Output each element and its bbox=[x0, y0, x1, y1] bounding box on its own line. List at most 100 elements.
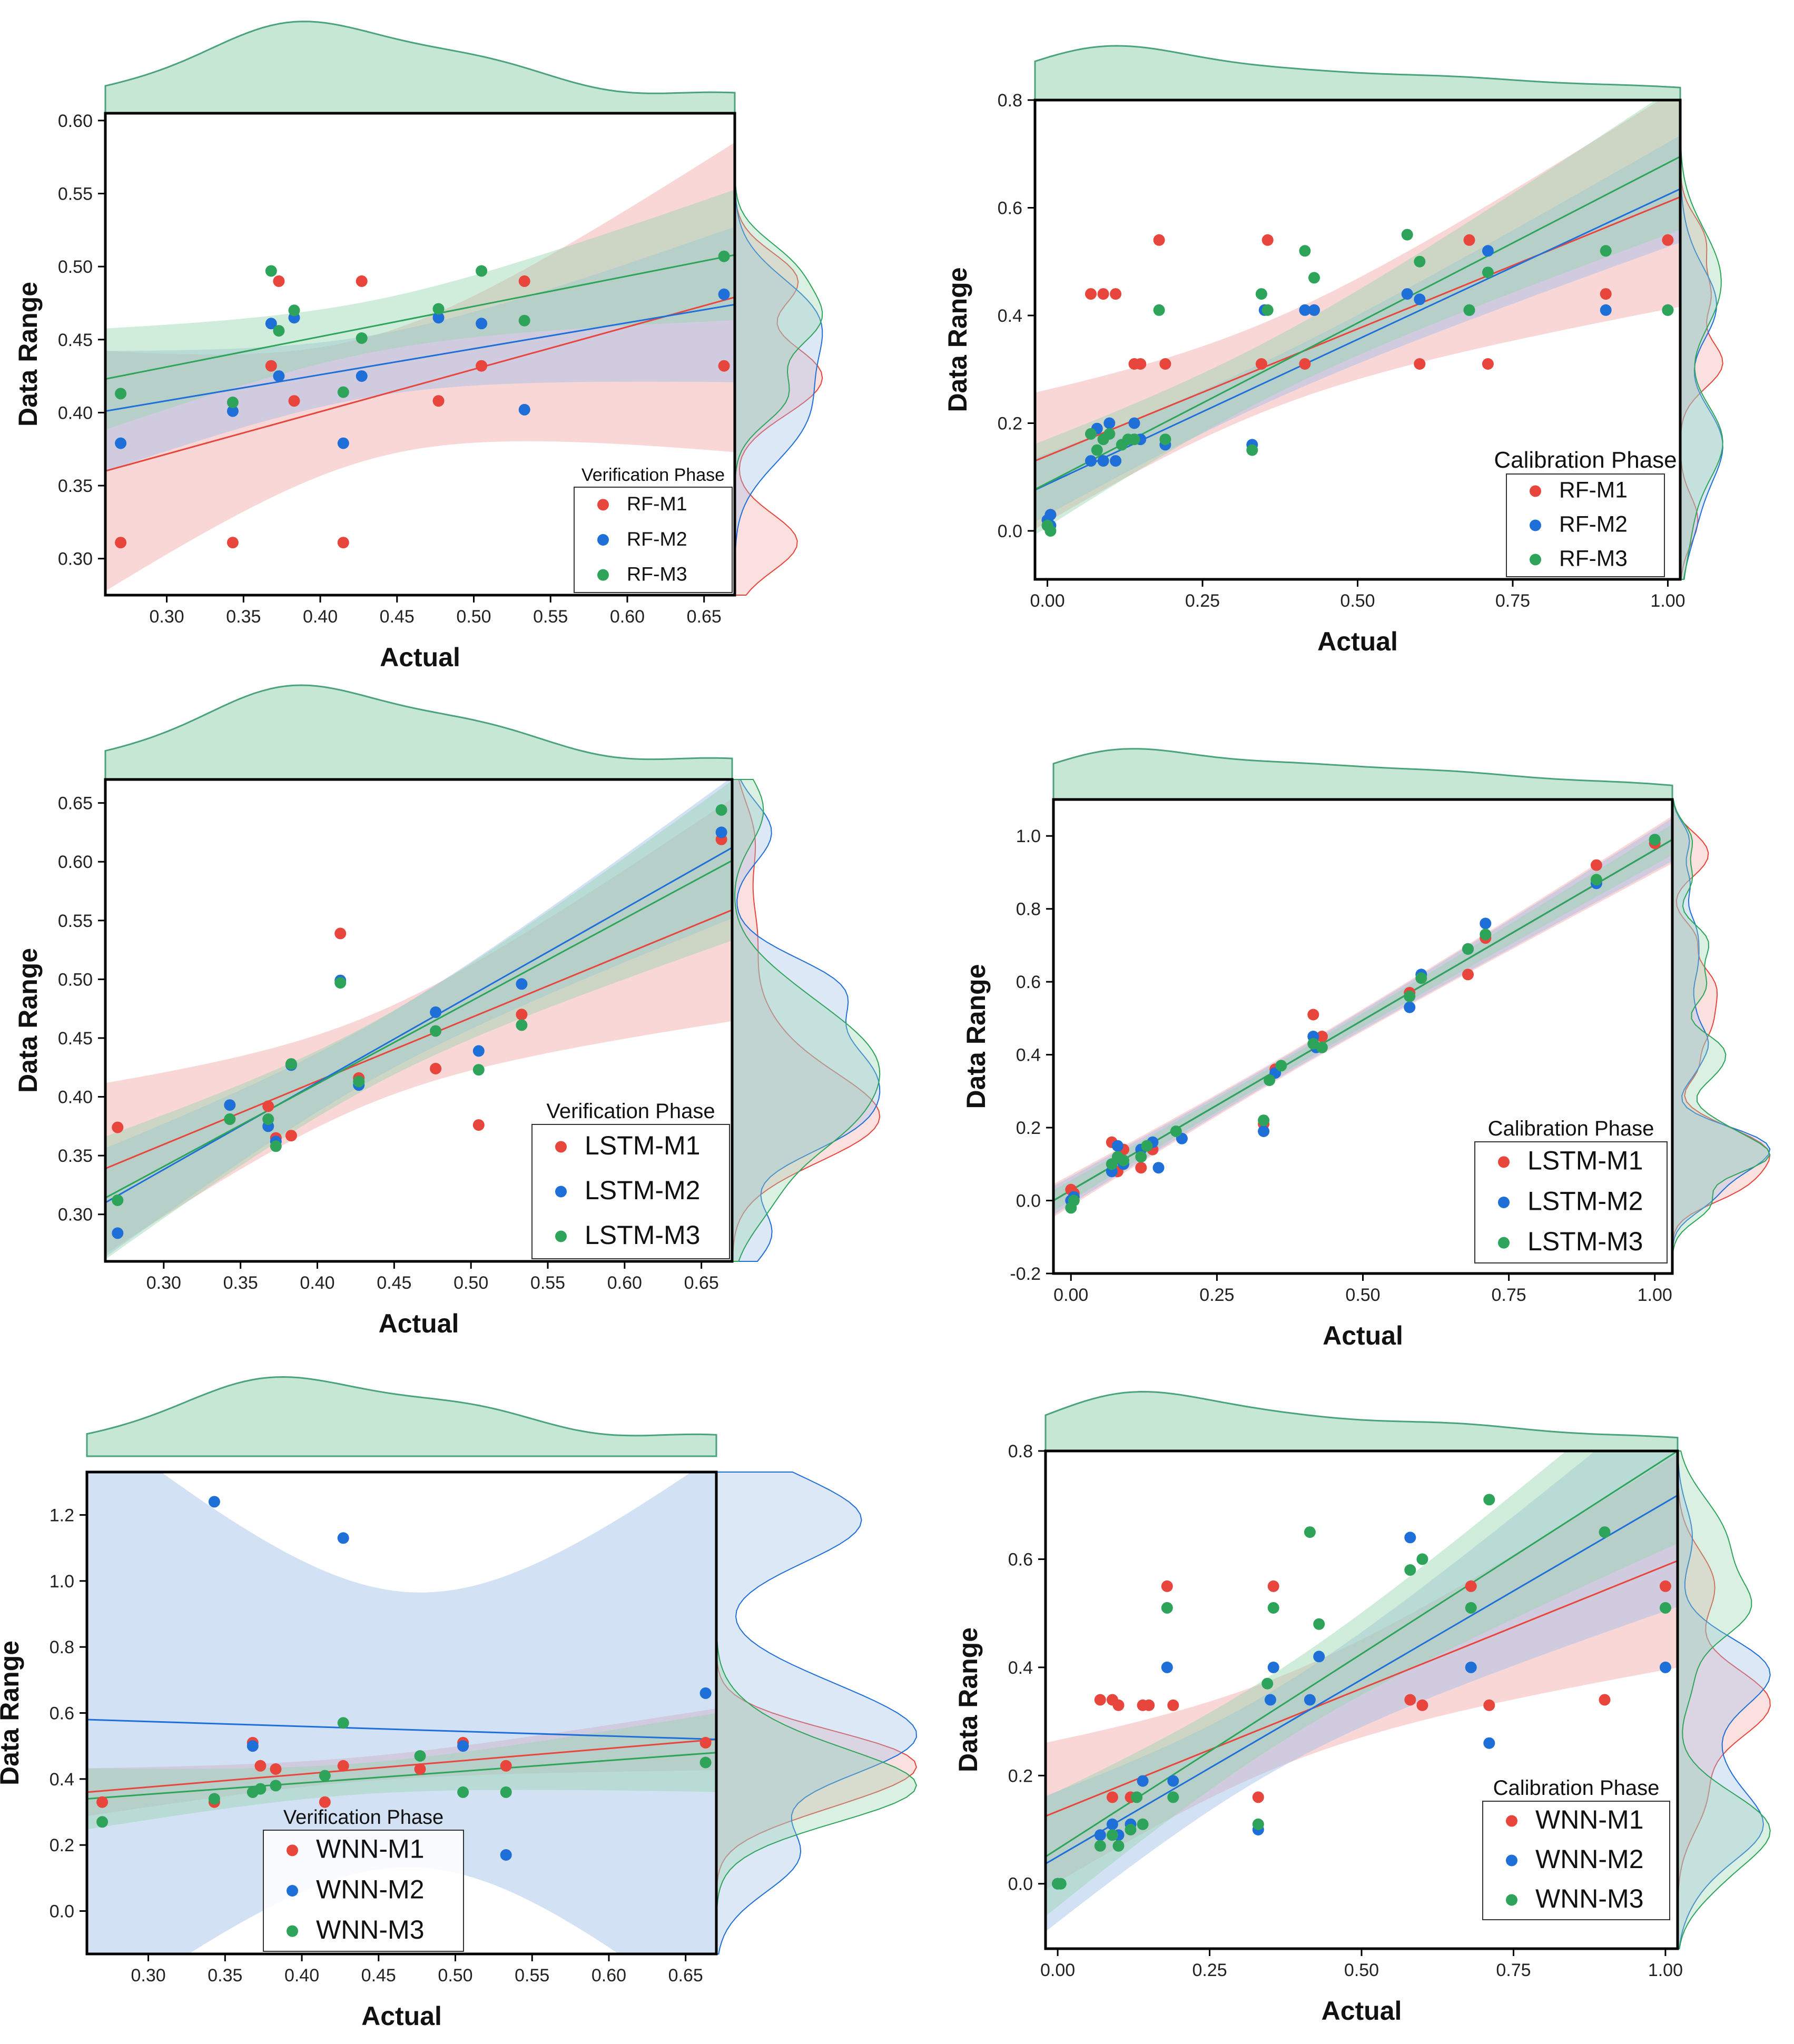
data-point-LSTM-M3 bbox=[1649, 834, 1661, 846]
x-axis-label: Actual bbox=[379, 1309, 459, 1338]
x-tick-label: 0.65 bbox=[684, 1273, 719, 1293]
y-tick-label: 0.0 bbox=[1008, 1874, 1033, 1894]
data-point-RF-M3 bbox=[1103, 428, 1116, 440]
data-point-LSTM-M3 bbox=[224, 1113, 236, 1125]
data-point-LSTM-M2 bbox=[1258, 1125, 1270, 1137]
legend-marker-WNN-M1 bbox=[1506, 1815, 1517, 1827]
x-tick-label: 0.35 bbox=[208, 1966, 242, 1986]
x-tick-label: 0.50 bbox=[1345, 1285, 1380, 1305]
fit-line-WNN-M3 bbox=[87, 1752, 716, 1800]
y-tick-label: 0.35 bbox=[58, 476, 93, 496]
plot-frame bbox=[104, 778, 734, 1263]
x-tick-label: 1.00 bbox=[1650, 591, 1685, 611]
data-point-WNN-M3 bbox=[254, 1783, 267, 1795]
legend-marker-LSTM-M3 bbox=[1498, 1237, 1510, 1249]
y-tick-label: 1.0 bbox=[50, 1572, 74, 1592]
data-point-RF-M1 bbox=[226, 537, 239, 549]
data-point-WNN-M2 bbox=[208, 1496, 220, 1508]
data-point-RF-M1 bbox=[1414, 358, 1426, 370]
data-point-LSTM-M3 bbox=[1316, 1041, 1328, 1053]
y-tick-label: 0.6 bbox=[1016, 972, 1041, 992]
fit-line-LSTM-M1 bbox=[105, 909, 732, 1170]
x-tick-label: 0.30 bbox=[146, 1273, 181, 1293]
y-tick-label: 0.55 bbox=[58, 911, 93, 931]
data-point-RF-M3 bbox=[1463, 304, 1475, 316]
data-point-WNN-M2 bbox=[1264, 1694, 1276, 1706]
data-point-LSTM-M3 bbox=[1068, 1194, 1080, 1207]
panel-2: 0.00 0.25 0.50 0.75 1.00 0.0 0.2 0.4 0.6 0.8 Actua… bbox=[943, 45, 1723, 656]
data-point-WNN-M2 bbox=[1267, 1661, 1279, 1673]
fit-line-LSTM-M3 bbox=[105, 860, 732, 1199]
data-point-WNN-M1 bbox=[1167, 1699, 1179, 1711]
data-point-RF-M3 bbox=[265, 265, 277, 277]
y-tick-label: 0.60 bbox=[58, 111, 93, 131]
y-tick-label: 0.4 bbox=[998, 306, 1022, 326]
y-tick-label: 0.35 bbox=[58, 1146, 93, 1166]
y-tick-label: 1.2 bbox=[50, 1505, 74, 1525]
y-tick-label: 0.2 bbox=[1008, 1766, 1033, 1786]
fit-line-RF-M1 bbox=[105, 296, 735, 472]
x-tick-label: 0.35 bbox=[226, 607, 261, 627]
data-point-WNN-M1 bbox=[96, 1796, 109, 1808]
data-point-LSTM-M2 bbox=[1152, 1162, 1165, 1174]
confidence-band-RF-M1 bbox=[105, 142, 735, 591]
y-axis-label: Data Range bbox=[953, 1627, 983, 1772]
data-point-RF-M1 bbox=[1153, 234, 1165, 246]
plot-inner bbox=[87, 1472, 716, 1954]
x-tick-label: 0.40 bbox=[284, 1966, 319, 1986]
right-marginal-density-WNN-M2 bbox=[1677, 1450, 1771, 1949]
data-point-RF-M3 bbox=[476, 265, 488, 277]
data-point-RF-M1 bbox=[518, 275, 530, 287]
fit-line-WNN-M3 bbox=[1046, 1451, 1678, 1858]
data-point-WNN-M3 bbox=[1161, 1602, 1173, 1614]
legend-label: RF-M1 bbox=[1559, 478, 1628, 503]
data-point-LSTM-M1 bbox=[1307, 1009, 1319, 1021]
x-tick-label: 0.50 bbox=[438, 1966, 472, 1986]
data-point-RF-M1 bbox=[1255, 358, 1267, 370]
data-point-LSTM-M2 bbox=[112, 1227, 124, 1239]
data-point-RF-M3 bbox=[1085, 428, 1097, 440]
fit-line-WNN-M2 bbox=[87, 1719, 716, 1741]
x-tick-label: 0.60 bbox=[610, 607, 645, 627]
data-point-RF-M1 bbox=[1097, 288, 1109, 300]
legend-label: LSTM-M3 bbox=[585, 1220, 700, 1250]
data-point-WNN-M3 bbox=[208, 1793, 220, 1805]
x-tick-label: 0.35 bbox=[223, 1273, 258, 1293]
data-point-WNN-M1 bbox=[500, 1760, 512, 1772]
panel-3: 0.30 0.35 0.40 0.45 0.50 0.55 0.60 0.65 0.30 0.35… bbox=[13, 684, 881, 1338]
data-point-RF-M1 bbox=[265, 360, 277, 372]
x-axis-label: Actual bbox=[1317, 627, 1398, 656]
data-point-RF-M1 bbox=[718, 360, 730, 372]
data-point-RF-M1 bbox=[356, 275, 368, 287]
data-point-RF-M3 bbox=[337, 386, 349, 398]
confidence-band-WNN-M1 bbox=[87, 1709, 716, 1816]
data-point-LSTM-M1 bbox=[262, 1100, 274, 1112]
data-point-LSTM-M2 bbox=[715, 826, 727, 838]
x-tick-label: 0.45 bbox=[380, 607, 415, 627]
data-point-LSTM-M1 bbox=[334, 927, 347, 940]
data-point-LSTM-M3 bbox=[1415, 972, 1427, 984]
x-tick-label: 0.50 bbox=[454, 1273, 488, 1293]
data-point-RF-M1 bbox=[1085, 288, 1097, 300]
data-point-WNN-M3 bbox=[1313, 1618, 1325, 1630]
data-point-RF-M2 bbox=[1299, 304, 1311, 316]
x-tick-label: 0.30 bbox=[149, 607, 184, 627]
data-point-WNN-M2 bbox=[1313, 1651, 1325, 1663]
y-tick-label: 0.40 bbox=[58, 1088, 93, 1108]
confidence-band-LSTM-M3 bbox=[1053, 824, 1672, 1211]
data-point-WNN-M3 bbox=[1167, 1791, 1179, 1803]
panel-1: 0.30 0.35 0.40 0.45 0.50 0.55 0.60 0.65 0.30 0.35… bbox=[13, 21, 823, 672]
y-tick-label: 0.30 bbox=[58, 1205, 93, 1225]
data-point-WNN-M2 bbox=[500, 1849, 512, 1861]
data-point-LSTM-M2 bbox=[430, 1006, 442, 1018]
legend-label: RF-M3 bbox=[627, 562, 687, 585]
data-point-LSTM-M3 bbox=[1275, 1060, 1287, 1072]
confidence-band-WNN-M2 bbox=[1046, 1451, 1678, 1932]
plot-inner bbox=[1046, 1451, 1678, 1932]
x-tick-label: 0.00 bbox=[1040, 1960, 1075, 1980]
data-point-WNN-M3 bbox=[1125, 1824, 1137, 1835]
y-tick-label: 0.65 bbox=[58, 794, 93, 814]
right-marginal-density-LSTM-M3 bbox=[732, 779, 881, 1262]
data-point-WNN-M3 bbox=[1599, 1526, 1611, 1538]
